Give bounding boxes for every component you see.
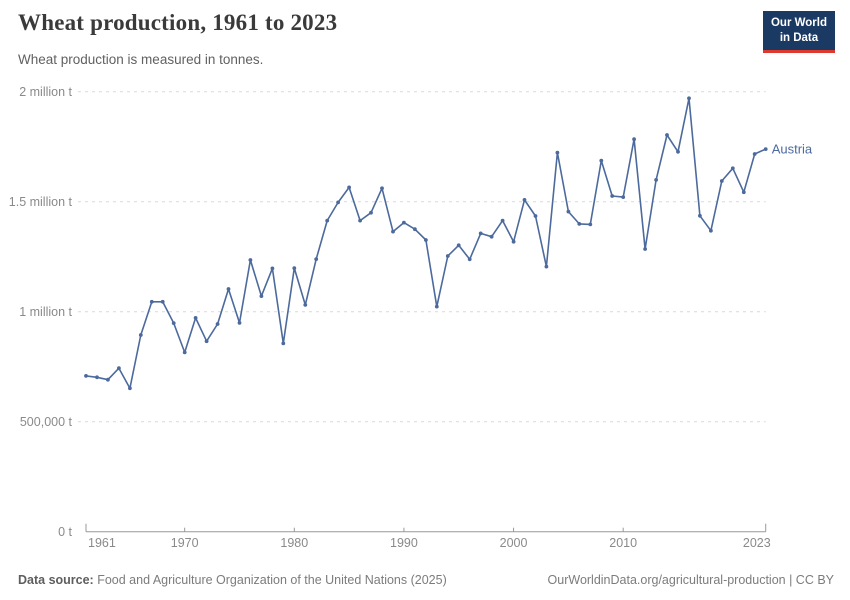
data-point (138, 333, 143, 337)
owid-logo-line1: Our World (770, 17, 827, 29)
x-tick-label: 1990 (390, 536, 418, 550)
data-point (259, 294, 264, 298)
data-point (149, 299, 154, 304)
data-point (709, 228, 713, 233)
data-point (347, 185, 351, 190)
data-point (698, 213, 702, 218)
data-point (292, 266, 297, 270)
data-point (632, 137, 636, 142)
data-point (117, 366, 121, 371)
data-point (314, 257, 319, 261)
data-point (160, 299, 165, 304)
data-source: Data source: Food and Agriculture Organi… (18, 573, 447, 587)
data-point (654, 178, 658, 182)
y-tick-label: 1 million t (19, 305, 72, 319)
x-tick-label: 2023 (743, 536, 771, 550)
data-point (127, 386, 132, 391)
data-points (84, 96, 768, 391)
data-point (95, 375, 99, 380)
data-point (676, 149, 680, 154)
data-point (402, 220, 406, 225)
series-label: Austria (772, 142, 813, 157)
data-point (325, 218, 330, 223)
series-labels: Austria (772, 142, 813, 157)
data-point (215, 322, 220, 326)
data-source-text: Food and Agriculture Organization of the… (97, 573, 447, 587)
chart-footer: Data source: Food and Agriculture Organi… (18, 573, 834, 587)
data-point (511, 239, 516, 244)
data-line (85, 97, 767, 390)
x-tick-label: 2010 (609, 536, 637, 550)
data-point (500, 218, 505, 223)
series-line (85, 97, 767, 390)
data-point (687, 96, 691, 101)
data-point (489, 234, 494, 239)
data-point (106, 377, 110, 382)
data-point (303, 303, 308, 307)
data-point (204, 339, 209, 344)
data-point (544, 264, 549, 269)
data-point (413, 227, 417, 232)
data-point (478, 231, 483, 236)
data-point (248, 258, 253, 262)
x-tick-labels: 1961 1970 1980 1990 2000 2010 2023 (88, 536, 771, 550)
owid-logo[interactable]: Our World in Data (762, 11, 835, 53)
data-point (719, 179, 724, 183)
data-point (434, 304, 439, 309)
data-point (193, 316, 198, 320)
y-tick-label: 2 million t (19, 85, 72, 99)
data-point (752, 152, 757, 156)
data-point (226, 287, 231, 291)
data-point (577, 222, 582, 226)
y-tick-label: 1.5 million t (9, 195, 73, 209)
data-point (424, 238, 428, 242)
y-tick-label: 0 t (58, 525, 72, 539)
data-point (84, 374, 88, 378)
data-point (555, 150, 560, 155)
data-point (445, 254, 450, 258)
chart-subtitle: Wheat production is measured in tonnes. (18, 52, 264, 67)
data-point (621, 195, 626, 200)
x-tick-label: 1980 (280, 536, 308, 550)
y-gridlines (78, 91, 766, 423)
data-point (610, 194, 615, 198)
chart-title: Wheat production, 1961 to 2023 (18, 10, 338, 35)
data-point (171, 321, 176, 325)
data-point (763, 147, 768, 152)
data-point (237, 321, 242, 325)
x-tick-label: 2000 (500, 536, 528, 550)
data-point (369, 210, 373, 215)
data-point (358, 218, 362, 223)
data-point (730, 166, 735, 171)
data-point (566, 209, 571, 214)
y-axis-labels: 0 t 500,000 t 1 million t 1.5 million t 2 mi… (9, 85, 73, 539)
data-source-label: Data source: (18, 573, 94, 587)
data-point (533, 214, 538, 218)
data-point (270, 266, 275, 271)
attribution-link[interactable]: OurWorldinData.org/agricultural-producti… (547, 573, 834, 587)
data-point (467, 257, 472, 262)
data-point (665, 133, 669, 137)
x-axis (85, 523, 767, 533)
data-point (336, 200, 340, 205)
data-point (599, 158, 604, 163)
owid-logo-line2: in Data (779, 31, 819, 44)
data-point (588, 222, 593, 227)
x-tick-label: 1970 (171, 536, 199, 550)
data-point (522, 198, 527, 202)
data-point (380, 186, 384, 191)
data-point (456, 243, 461, 248)
x-tick-label: 1961 (88, 536, 116, 550)
data-point (182, 350, 187, 355)
data-point (741, 190, 746, 195)
data-point (643, 247, 647, 251)
data-point (281, 341, 286, 346)
data-point (391, 229, 395, 234)
y-tick-label: 500,000 t (20, 415, 73, 429)
